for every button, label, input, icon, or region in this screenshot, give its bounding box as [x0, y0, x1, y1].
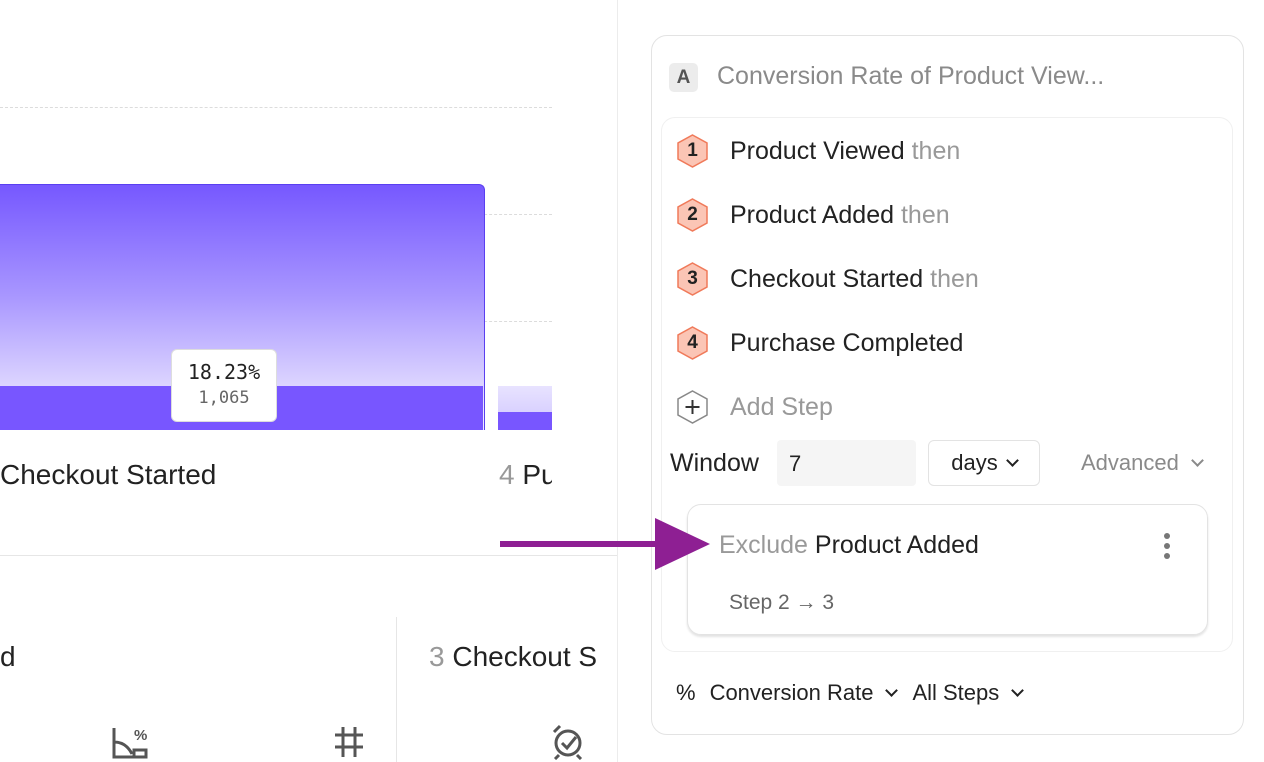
step-name: Pu: [522, 459, 552, 490]
column-divider: [396, 617, 397, 762]
annotation-arrow-icon: [500, 518, 710, 570]
svg-text:%: %: [134, 727, 147, 744]
hash-icon[interactable]: [333, 725, 365, 757]
add-step-button[interactable]: Add Step: [677, 390, 833, 424]
steps-scope-label: All Steps: [912, 680, 1000, 705]
bar-tooltip: 18.23% 1,065: [171, 349, 277, 422]
excluded-event: Product Added: [814, 531, 979, 559]
metric-title[interactable]: Conversion Rate of Product View...: [717, 62, 1105, 90]
step-event-name: Purchase Completed: [730, 328, 964, 357]
percent-icon: %: [676, 680, 696, 705]
metric-select[interactable]: Conversion Rate: [709, 680, 899, 706]
window-label: Window: [670, 449, 759, 477]
window-input[interactable]: 7: [777, 440, 916, 486]
exclusion-title: Exclude Product Added: [719, 531, 979, 560]
exclusion-card[interactable]: Exclude Product Added Step 2 → 3: [687, 504, 1208, 635]
gridline: [0, 107, 552, 108]
advanced-label: Advanced: [1081, 450, 1179, 475]
alarm-check-icon[interactable]: [551, 724, 585, 760]
plus-icon: [677, 390, 708, 424]
step-number: 2: [687, 204, 698, 225]
add-step-label: Add Step: [730, 392, 833, 421]
step-number-hex-icon: 1: [677, 134, 708, 168]
metric-controls: % Conversion Rate All Steps: [676, 680, 1025, 706]
funnel-step-2[interactable]: 2 Product Added then: [677, 198, 950, 232]
metric-badge: A: [669, 63, 698, 92]
more-options-icon[interactable]: [1163, 532, 1171, 560]
step-connector: then: [911, 136, 961, 165]
funnel-step-3[interactable]: 3 Checkout Started then: [677, 262, 979, 296]
funnel-bar-purchase-converted[interactable]: [498, 412, 552, 430]
step-name: Checkout S: [452, 641, 598, 672]
exclusion-range: Step 2 → 3: [729, 591, 835, 614]
step-number: 1: [687, 140, 698, 161]
step-event-name: Product Added: [730, 200, 895, 229]
step-number-hex-icon: 2: [677, 198, 708, 232]
step-number: 4: [499, 459, 515, 490]
step-header: d: [0, 641, 16, 672]
steps-container: [661, 117, 1233, 652]
step-connector: then: [930, 264, 979, 293]
chevron-down-icon: [1190, 453, 1204, 467]
step-connector: then: [900, 200, 950, 229]
step-event-name: Checkout Started: [730, 264, 924, 293]
bar-label: Checkout Started: [0, 459, 217, 490]
chevron-down-icon: [1011, 683, 1025, 697]
step-event-name: Product Viewed: [730, 136, 905, 165]
step-number: 3: [687, 268, 698, 289]
step-header-checkout: 3 Checkout S: [429, 641, 617, 673]
divider: [0, 555, 617, 556]
step-number: 3: [429, 641, 445, 672]
chevron-down-icon: [885, 683, 899, 697]
step-number: 4: [687, 332, 698, 353]
window-unit-value: days: [951, 450, 998, 475]
tooltip-count: 1,065: [198, 388, 250, 408]
tooltip-percent: 18.23%: [187, 360, 261, 384]
panel-divider: [617, 0, 618, 762]
step-number-hex-icon: 4: [677, 326, 708, 360]
funnel-step-1[interactable]: 1 Product Viewed then: [677, 134, 960, 168]
chevron-down-icon: [1005, 453, 1019, 467]
next-bar-label: 4 Pu: [499, 459, 552, 491]
funnel-step-4[interactable]: 4 Purchase Completed: [677, 326, 963, 360]
advanced-toggle[interactable]: Advanced: [1081, 450, 1204, 476]
metric-label: Conversion Rate: [709, 680, 874, 705]
window-unit-select[interactable]: days: [928, 440, 1040, 486]
funnel-metric-card: [651, 35, 1244, 735]
step-number-hex-icon: 3: [677, 262, 708, 296]
exclude-prefix: Exclude: [719, 531, 808, 559]
steps-scope-select[interactable]: All Steps: [912, 680, 1025, 706]
conversion-chart-icon[interactable]: %: [112, 724, 148, 760]
